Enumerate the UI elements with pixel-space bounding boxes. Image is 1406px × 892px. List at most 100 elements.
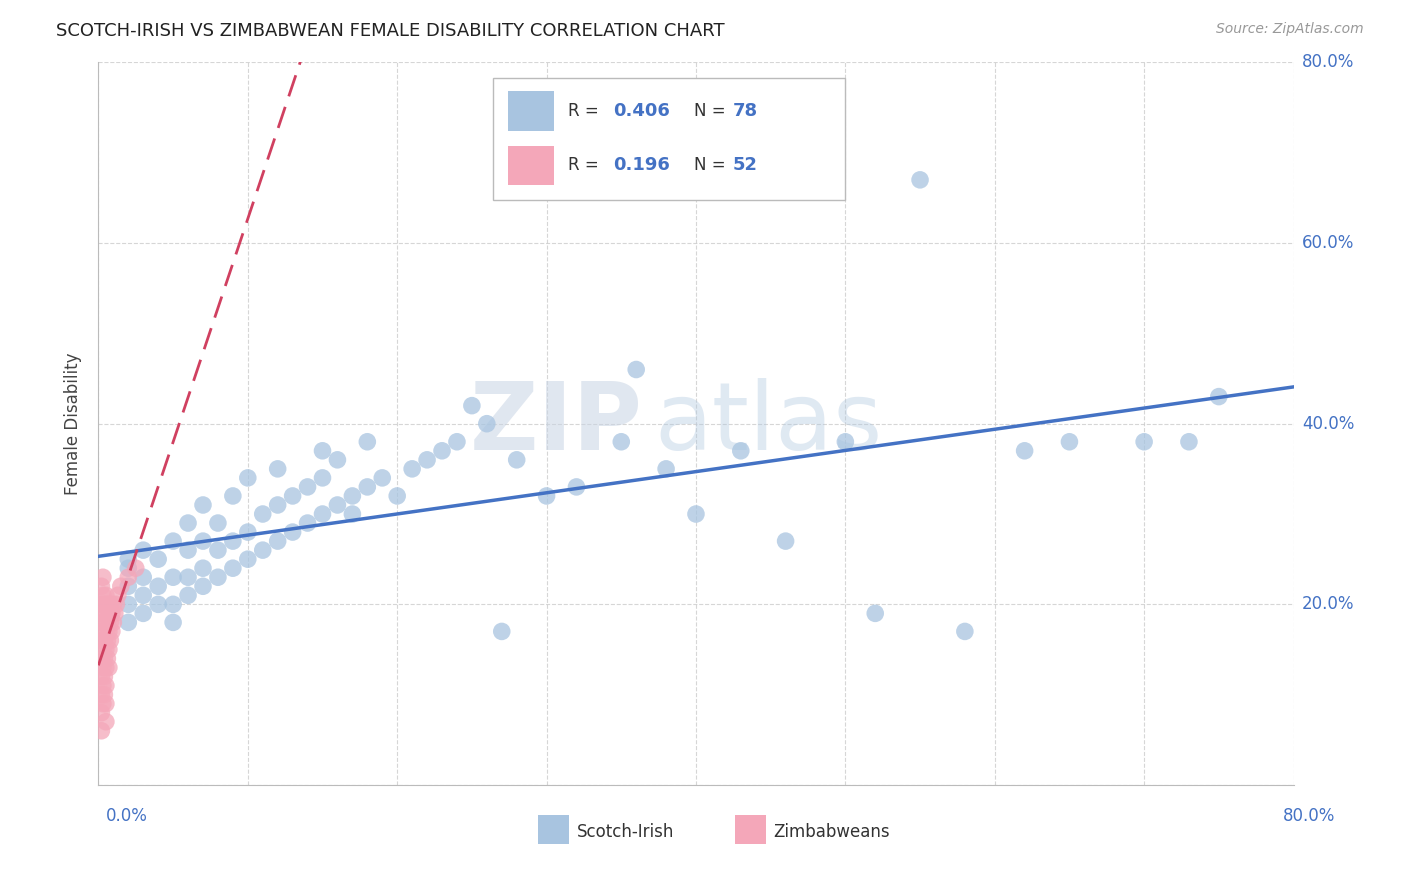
Point: [834, 434, 856, 449]
Text: 52: 52: [733, 156, 758, 174]
Point: [117, 598, 139, 612]
Point: [93, 688, 115, 702]
Y-axis label: Female Disability: Female Disability: [65, 352, 83, 495]
Point: [191, 561, 214, 575]
Point: [94, 697, 117, 711]
Text: Scotch-Irish: Scotch-Irish: [576, 823, 673, 841]
Text: N =: N =: [693, 156, 731, 174]
Point: [103, 615, 125, 630]
Point: [267, 462, 290, 476]
Point: [446, 434, 468, 449]
Point: [416, 453, 439, 467]
Point: [565, 480, 588, 494]
Point: [132, 607, 155, 621]
Text: SCOTCH-IRISH VS ZIMBABWEAN FEMALE DISABILITY CORRELATION CHART: SCOTCH-IRISH VS ZIMBABWEAN FEMALE DISABI…: [56, 22, 725, 40]
Point: [98, 615, 122, 630]
Point: [93, 669, 115, 683]
Point: [326, 453, 349, 467]
Point: [385, 489, 409, 503]
Point: [222, 561, 245, 575]
Point: [953, 624, 976, 639]
Point: [93, 633, 115, 648]
Point: [90, 615, 112, 630]
Point: [94, 588, 117, 602]
Point: [191, 498, 214, 512]
Point: [90, 579, 112, 593]
Point: [93, 598, 115, 612]
Point: [104, 607, 127, 621]
Point: [94, 624, 117, 639]
Point: [311, 443, 333, 458]
Point: [98, 598, 122, 612]
Text: R =: R =: [568, 156, 609, 174]
Point: [91, 697, 114, 711]
Text: 20.0%: 20.0%: [1302, 595, 1354, 614]
Point: [236, 552, 259, 566]
Point: [297, 516, 319, 530]
Point: [110, 579, 132, 593]
Point: [91, 624, 114, 639]
Point: [162, 570, 184, 584]
Point: [117, 561, 139, 575]
Point: [107, 588, 129, 602]
Text: atlas: atlas: [654, 377, 883, 470]
Point: [162, 615, 184, 630]
Point: [475, 417, 498, 431]
Point: [222, 534, 245, 549]
Point: [536, 489, 558, 503]
Point: [103, 598, 125, 612]
Point: [90, 723, 112, 738]
Point: [191, 534, 214, 549]
FancyBboxPatch shape: [494, 78, 845, 200]
Text: N =: N =: [693, 102, 731, 120]
Text: 80.0%: 80.0%: [1284, 807, 1336, 825]
Point: [401, 462, 423, 476]
Point: [267, 534, 290, 549]
Point: [191, 579, 214, 593]
Point: [222, 489, 245, 503]
Point: [281, 524, 304, 539]
Point: [236, 471, 259, 485]
Point: [236, 524, 259, 539]
Point: [267, 498, 290, 512]
Text: 80.0%: 80.0%: [1302, 54, 1354, 71]
Point: [281, 489, 304, 503]
Point: [96, 598, 118, 612]
Point: [94, 607, 117, 621]
Point: [117, 552, 139, 566]
Point: [94, 714, 117, 729]
Point: [93, 651, 115, 665]
Point: [97, 642, 120, 657]
Point: [356, 480, 378, 494]
Point: [94, 660, 117, 674]
Point: [91, 679, 114, 693]
Point: [908, 173, 931, 187]
Text: 78: 78: [733, 102, 758, 120]
Text: 40.0%: 40.0%: [1302, 415, 1354, 433]
Bar: [735, 815, 766, 844]
Point: [94, 642, 117, 657]
Point: [342, 507, 364, 521]
Point: [90, 669, 112, 683]
Point: [177, 516, 200, 530]
Point: [132, 588, 155, 602]
Point: [132, 570, 155, 584]
Point: [96, 615, 118, 630]
Point: [94, 679, 117, 693]
Point: [97, 607, 120, 621]
Point: [162, 598, 184, 612]
Point: [252, 507, 274, 521]
Text: 0.0%: 0.0%: [105, 807, 148, 825]
Point: [125, 561, 148, 575]
Point: [775, 534, 797, 549]
Point: [342, 489, 364, 503]
Point: [1133, 434, 1156, 449]
Point: [461, 399, 484, 413]
Bar: [509, 91, 554, 131]
Point: [865, 607, 887, 621]
Point: [105, 598, 128, 612]
Text: R =: R =: [568, 102, 605, 120]
Point: [97, 624, 120, 639]
Text: Source: ZipAtlas.com: Source: ZipAtlas.com: [1216, 22, 1364, 37]
Point: [90, 651, 112, 665]
